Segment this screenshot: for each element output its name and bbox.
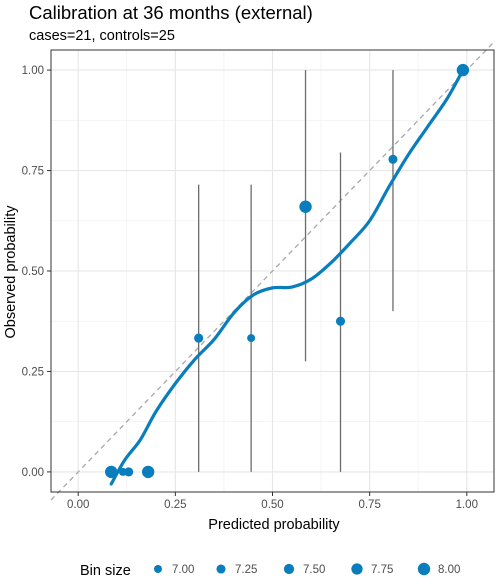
legend-key — [216, 564, 226, 574]
calibration-curve — [109, 68, 465, 486]
y-axis-title: Observed probability — [3, 205, 19, 339]
data-point — [105, 465, 118, 479]
data-point — [299, 200, 312, 213]
legend-title: Bin size — [80, 563, 131, 578]
data-point — [124, 467, 134, 477]
y-tick-label: 0.50 — [22, 266, 44, 278]
x-axis-title: Predicted probability — [208, 517, 340, 533]
x-tick-label: 0.75 — [358, 499, 380, 511]
data-point — [247, 334, 256, 343]
legend-label: 8.00 — [438, 564, 460, 576]
legend-label: 7.00 — [172, 564, 194, 576]
chart-subtitle: cases=21, controls=25 — [29, 28, 175, 44]
reference-diagonal — [50, 41, 495, 501]
y-tick-label: 0.25 — [22, 366, 44, 378]
legend-key — [154, 565, 162, 573]
y-tick-label: 1.00 — [22, 65, 44, 77]
data-points — [105, 63, 470, 479]
data-point — [141, 465, 155, 479]
y-axis: 0.00 0.25 0.50 0.75 1.00 — [22, 65, 51, 479]
y-tick-label: 0.75 — [22, 166, 44, 178]
x-tick-label: 0.25 — [164, 499, 186, 511]
legend-key — [351, 563, 363, 575]
y-tick-label: 0.00 — [22, 467, 44, 479]
legend-key — [283, 563, 295, 575]
x-axis: 0.00 0.25 0.50 0.75 1.00 — [67, 492, 478, 511]
legend-label: 7.25 — [235, 564, 257, 576]
legend: Bin size 7.00 7.25 7.50 7.75 8.00 — [80, 562, 460, 578]
legend-label: 7.50 — [303, 564, 325, 576]
data-point — [335, 316, 346, 326]
chart-title: Calibration at 36 months (external) — [29, 2, 313, 23]
x-tick-label: 0.50 — [261, 499, 283, 511]
legend-label: 7.75 — [371, 564, 393, 576]
legend-key — [417, 562, 431, 576]
reference-line — [50, 41, 495, 501]
smooth-curve — [109, 68, 465, 486]
data-point — [388, 154, 398, 164]
data-point — [456, 63, 470, 77]
x-tick-label: 1.00 — [456, 499, 478, 511]
data-point — [194, 333, 204, 343]
error-bars — [198, 70, 394, 472]
x-tick-label: 0.00 — [67, 499, 89, 511]
